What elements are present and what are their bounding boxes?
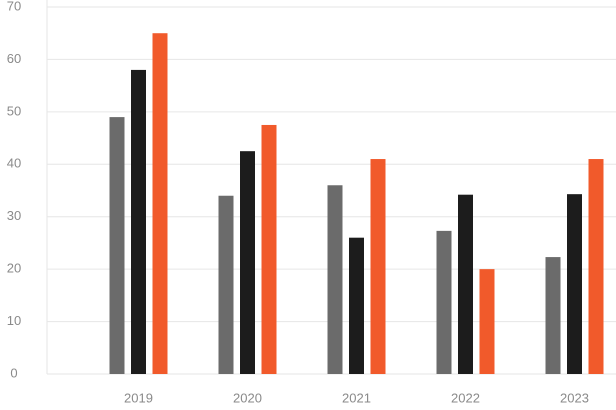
bar	[109, 117, 125, 374]
bar	[261, 124, 277, 374]
x-tick-label: 2022	[451, 390, 480, 405]
x-tick-label: 2023	[560, 390, 589, 405]
bar	[545, 257, 561, 374]
bar	[131, 69, 146, 375]
x-tick-label: 2019	[124, 390, 153, 405]
y-tick-label: 10	[7, 313, 21, 328]
bar	[152, 33, 168, 374]
x-tick-label: 2021	[342, 390, 371, 405]
y-tick-label: 30	[7, 208, 21, 223]
bar	[479, 269, 495, 374]
y-tick-label: 20	[7, 261, 21, 276]
bar	[588, 159, 604, 374]
bar	[240, 151, 255, 374]
bar	[436, 230, 452, 374]
y-tick-label: 50	[7, 103, 21, 118]
bar	[349, 237, 364, 374]
y-tick-label: 70	[7, 0, 21, 13]
y-tick-label: 40	[7, 156, 21, 171]
y-tick-label: 0	[10, 365, 17, 380]
bar	[218, 195, 234, 374]
bar	[458, 194, 473, 374]
x-tick-label: 2020	[233, 390, 262, 405]
bar	[567, 194, 582, 374]
bar	[370, 159, 386, 374]
bar	[327, 185, 343, 374]
y-tick-label: 60	[7, 51, 21, 66]
